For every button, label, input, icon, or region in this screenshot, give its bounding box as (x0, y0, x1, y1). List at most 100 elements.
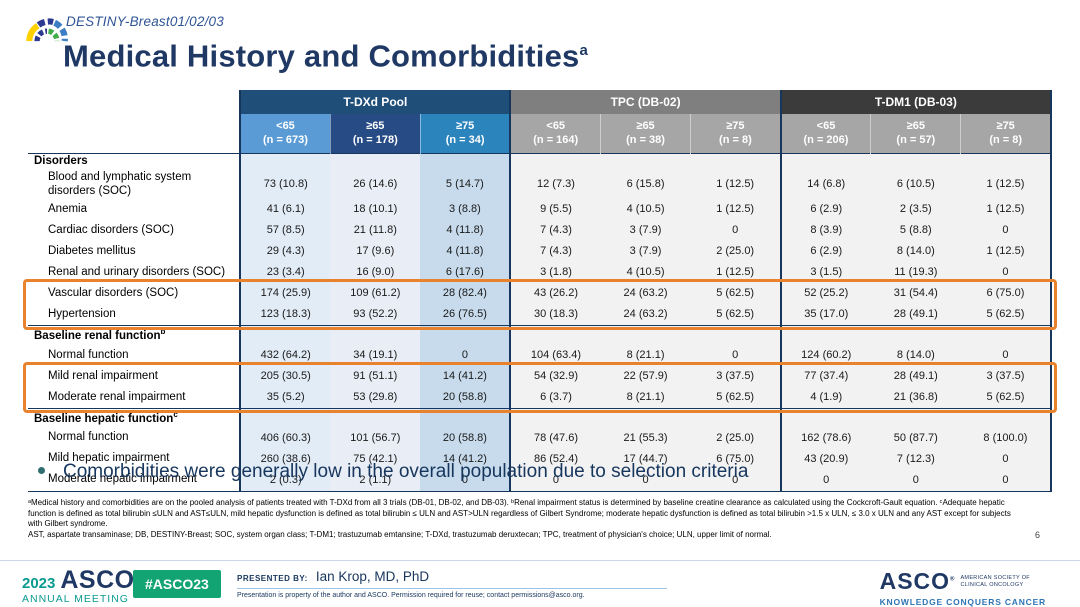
value-cell: 3 (37.5) (690, 366, 781, 388)
age-column-header: ≥65 (n = 178) (329, 114, 421, 154)
comorbidity-table: T-DXd Pool TPC (DB-02) T-DM1 (DB-03) <65 (n … (28, 90, 1053, 492)
value-cell: 53 (29.8) (330, 387, 421, 409)
value-cell: 17 (44.7) (600, 448, 691, 470)
value-cell: 2 (25.0) (690, 427, 781, 449)
value-cell: 3 (37.5) (960, 366, 1053, 388)
value-cell: 0 (420, 469, 511, 492)
value-cell (330, 152, 421, 170)
takeaway-text: Comorbidities were generally low in the … (63, 461, 749, 482)
value-cell (779, 408, 871, 428)
value-cell: 43 (26.2) (509, 283, 601, 305)
value-cell: 5 (62.5) (690, 304, 781, 326)
value-cell: 101 (56.7) (330, 427, 421, 449)
value-cell (690, 325, 781, 346)
presented-by-label: PRESENTED BY: (237, 574, 308, 583)
value-cell: 432 (64.2) (239, 345, 331, 367)
value-cell: 0 (960, 220, 1053, 242)
permission-text: Presentation is property of the author a… (237, 588, 667, 599)
value-cell: 24 (63.2) (600, 304, 691, 326)
value-cell: 9 (5.5) (509, 199, 601, 221)
value-cell (420, 152, 511, 170)
age-column-header: <65 (n = 164) (509, 114, 601, 154)
value-cell (239, 408, 331, 428)
table-row: Blood and lymphatic system disorders (SO… (28, 169, 1053, 200)
value-cell: 1 (12.5) (960, 241, 1053, 263)
value-cell: 52 (25.2) (779, 283, 871, 305)
bullet-icon (38, 467, 45, 474)
value-cell: 0 (960, 345, 1053, 367)
value-cell: 109 (61.2) (330, 283, 421, 305)
table-row: Renal and urinary disorders (SOC) 23 (3.4… (28, 262, 1053, 284)
value-cell: 86 (52.4) (509, 448, 601, 470)
value-cell: 205 (30.5) (239, 366, 331, 388)
table-row: Normal function 432 (64.2) 34 (19.1) 0 104 (… (28, 345, 1053, 367)
value-cell (509, 325, 601, 346)
value-cell: 12 (7.3) (509, 169, 601, 200)
value-cell (779, 325, 871, 346)
value-cell (690, 408, 781, 428)
value-cell: 104 (63.4) (509, 345, 601, 367)
value-cell: 406 (60.3) (239, 427, 331, 449)
row-label: Hypertension (28, 304, 241, 326)
value-cell: 8 (3.9) (779, 220, 871, 242)
row-label: Blood and lymphatic system disorders (SO… (28, 169, 241, 200)
value-cell (330, 408, 421, 428)
table-row: Moderate hepatic impairment 2 (0.3) 2 (1.1… (28, 469, 1053, 492)
value-cell: 28 (49.1) (870, 304, 961, 326)
value-cell: 0 (600, 469, 691, 492)
value-cell: 2 (0.3) (239, 469, 331, 492)
value-cell: 28 (49.1) (870, 366, 961, 388)
value-cell: 5 (62.5) (960, 304, 1053, 326)
table-row: Normal function 406 (60.3) 101 (56.7) 20 (5… (28, 427, 1053, 449)
value-cell (960, 325, 1053, 346)
asco-society-logo: ASCO® AMERICAN SOCIETY OF CLINICAL ONCOL… (880, 568, 1046, 607)
value-cell (870, 325, 961, 346)
value-cell (420, 408, 511, 428)
value-cell (239, 325, 331, 346)
value-cell: 11 (19.3) (870, 262, 961, 284)
value-cell: 7 (12.3) (870, 448, 961, 470)
key-takeaway: Comorbidities were generally low in the … (38, 461, 1048, 483)
value-cell: 0 (960, 262, 1053, 284)
value-cell: 35 (5.2) (239, 387, 331, 409)
table-corner (28, 114, 241, 154)
value-cell: 8 (21.1) (600, 387, 691, 409)
society-asco-wordmark: ASCO® (879, 568, 956, 594)
value-cell: 8 (21.1) (600, 345, 691, 367)
value-cell: 29 (4.3) (239, 241, 331, 263)
value-cell: 2 (1.1) (330, 469, 421, 492)
value-cell: 1 (12.5) (690, 169, 781, 200)
value-cell: 0 (960, 469, 1053, 492)
value-cell: 6 (75.0) (690, 448, 781, 470)
value-cell (600, 325, 691, 346)
footer-annual-meeting: ANNUAL MEETING (22, 593, 129, 605)
value-cell: 14 (41.2) (420, 366, 511, 388)
value-cell: 35 (17.0) (779, 304, 871, 326)
value-cell: 14 (41.2) (420, 448, 511, 470)
value-cell: 26 (76.5) (420, 304, 511, 326)
value-cell: 8 (14.0) (870, 345, 961, 367)
table-row: Moderate renal impairment 35 (5.2) 53 (29.… (28, 387, 1053, 409)
value-cell: 0 (420, 345, 511, 367)
value-cell: 31 (54.4) (870, 283, 961, 305)
value-cell: 6 (3.7) (509, 387, 601, 409)
row-label: Renal and urinary disorders (SOC) (28, 262, 241, 284)
section-header: Baseline renal functionb (28, 325, 241, 346)
value-cell: 7 (4.3) (509, 241, 601, 263)
page-title: Medical History and Comorbiditiesa (63, 38, 589, 74)
value-cell: 7 (4.3) (509, 220, 601, 242)
section-row: Disorders (28, 152, 1053, 170)
row-label: Anemia (28, 199, 241, 221)
row-label: Normal function (28, 427, 241, 449)
group-header: TPC (DB-02) (509, 90, 781, 114)
value-cell: 21 (11.8) (330, 220, 421, 242)
value-cell: 23 (3.4) (239, 262, 331, 284)
value-cell: 124 (60.2) (779, 345, 871, 367)
footnotes: ᵃMedical history and comorbidities are o… (28, 498, 1018, 540)
value-cell: 14 (6.8) (779, 169, 871, 200)
value-cell: 4 (1.9) (779, 387, 871, 409)
presented-by-block: PRESENTED BY: Ian Krop, MD, PhD Presenta… (237, 569, 667, 599)
value-cell: 78 (47.6) (509, 427, 601, 449)
table-head: T-DXd Pool TPC (DB-02) T-DM1 (DB-03) <65 (n … (28, 90, 1053, 154)
value-cell (600, 152, 691, 170)
